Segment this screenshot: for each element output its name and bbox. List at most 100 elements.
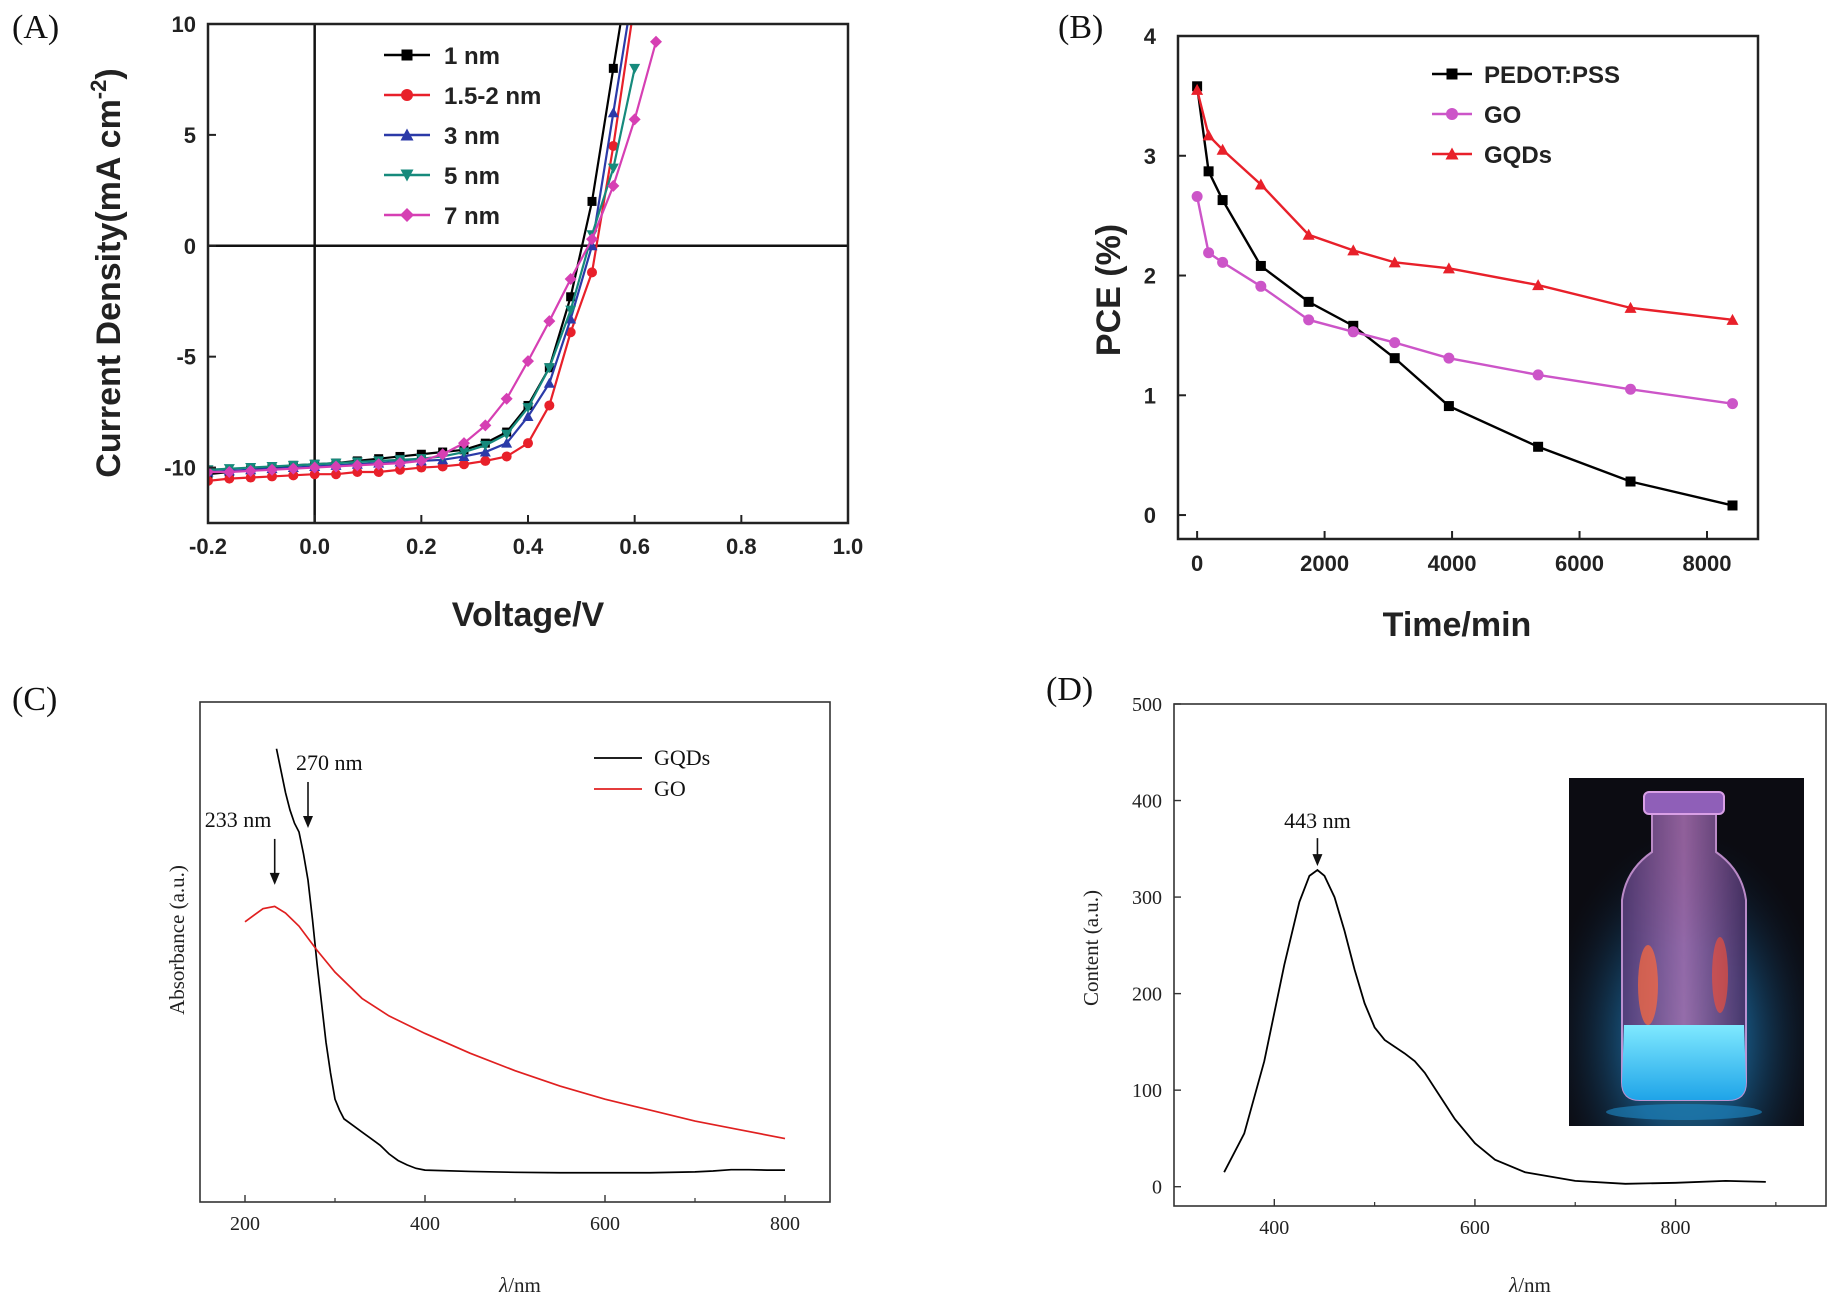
panel-b-xtick-label: 6000 (1555, 551, 1604, 576)
panel-b-frame (1176, 34, 1760, 541)
panel-a-series-line (208, 24, 633, 482)
panel-b-data-point (1303, 296, 1314, 307)
panel-b-legend-label: PEDOT:PSS (1484, 62, 1620, 89)
panel-b-data-point (1727, 500, 1738, 511)
panel-a-data-point (352, 466, 363, 477)
panel-b-data-point (1727, 398, 1739, 410)
vial-base-glow (1606, 1104, 1762, 1120)
panel-a-series (208, 35, 662, 478)
panel-a-data-point (331, 469, 341, 480)
panel-a-series (208, 24, 622, 479)
panel-a-data-point (351, 459, 364, 472)
panel-d-xtick-label: 400 (1259, 1217, 1289, 1239)
panel-b-legend-marker (1446, 108, 1458, 120)
panel-b-data-point (1217, 256, 1229, 268)
panel-c-ylabel: Absorbance (a.u.) (165, 865, 189, 1015)
panel-d-series-line (1223, 868, 1766, 1185)
panel-a-data-point (309, 469, 320, 480)
panel-a-series (208, 24, 633, 486)
panel-b-data-point (1303, 314, 1315, 326)
panel-b-ytick-label: 0 (1144, 503, 1156, 528)
panel-a-xtick-label: 0.8 (726, 534, 757, 559)
panel-a-data-point (415, 454, 428, 467)
panel-b-ytick-label: 4 (1144, 24, 1157, 49)
panel-c-letter: (C) (12, 681, 57, 718)
panel-a-legend-marker (401, 89, 413, 101)
panel-c-chart: (C) 200 400 600 800 GQDs GO 270 nm 233 nm λ/n… (12, 681, 831, 1294)
vial-cap (1643, 791, 1725, 815)
panel-a-data-point (501, 437, 513, 448)
panel-b-data-point (1348, 320, 1359, 331)
panel-a-xtick-label: 0.0 (299, 534, 330, 559)
panel-b-legend-marker (1445, 147, 1459, 160)
vial-liquid (1622, 1025, 1746, 1100)
panel-d-ytick-label: 400 (1132, 791, 1162, 813)
panel-c-xtick-label: 800 (770, 1213, 800, 1235)
panel-b-legend-marker (1446, 68, 1458, 80)
panel-b-data-point (1443, 401, 1454, 412)
panel-c-frame (199, 701, 831, 1203)
panel-b-ytick-label: 2 (1144, 264, 1156, 289)
panel-b-data-point (1255, 260, 1266, 271)
panel-b-series-line (1195, 89, 1733, 322)
panel-c-legend-label: GO (654, 776, 686, 801)
panel-a-data-point (330, 460, 342, 473)
panel-a-data-point (479, 446, 491, 457)
panel-b-data-point (1388, 256, 1401, 268)
panel-a-data-point (565, 305, 577, 316)
panel-d-xtick-label: 600 (1460, 1217, 1490, 1239)
panel-a-ylabel-close: ) (90, 68, 128, 79)
panel-a-data-point (244, 464, 257, 477)
panel-b-legend-label: GO (1484, 102, 1521, 129)
panel-a-data-point (372, 458, 385, 471)
panel-b-xtick-label: 0 (1191, 551, 1203, 576)
panel-b-data-point (1726, 313, 1739, 325)
panel-b-data-point (1443, 352, 1455, 364)
panel-a-ytick-label: 5 (184, 123, 196, 148)
panel-a-series-line (208, 24, 622, 476)
panel-a-data-point (650, 35, 662, 48)
panel-b-data-point (1533, 441, 1544, 452)
panel-a-data-point (587, 267, 597, 278)
panel-b-data-point (1203, 247, 1215, 259)
panel-a-legend-label: 3 nm (444, 123, 500, 150)
panel-b-data-point (1191, 190, 1203, 202)
panel-a-data-point (586, 233, 598, 246)
panel-a-legend: 1 nm 1.5-2 nm 3 nm 5 nm 7 nm (384, 43, 541, 230)
panel-b-series (1191, 83, 1739, 325)
panel-b-data-point (1625, 476, 1636, 487)
panel-b-chart: (B) 0 2000 4000 6000 8000 0 1 2 3 4 PEDOT:PSS GO GQ… (1058, 9, 1760, 644)
panel-a-data-point (224, 473, 235, 484)
panel-b-series-line (1195, 196, 1733, 405)
panel-d-ytick-label: 0 (1152, 1177, 1162, 1199)
panel-a-data-point (480, 455, 491, 466)
panel-d-ytick-label: 300 (1132, 887, 1162, 909)
panel-b-data-point (1191, 83, 1204, 95)
panel-a-data-point (522, 411, 534, 422)
panel-a-data-point (288, 470, 299, 481)
panel-c-xtick-label: 200 (230, 1213, 260, 1235)
panel-d-chart: (D) 400 600 800 0 100 200 300 400 500 443 nm λ/n… (1046, 671, 1827, 1294)
panel-a-data-point (458, 447, 470, 458)
panel-b-ytick-label: 3 (1144, 144, 1156, 169)
panel-a-ytick-label: 10 (172, 12, 196, 37)
panel-a-data-point (266, 463, 278, 476)
panel-c-annotation-label: 270 nm (296, 750, 363, 775)
panel-b-xlabel: Time/min (1383, 606, 1532, 644)
panel-b-data-point (1347, 244, 1360, 256)
panel-b-data-point (1217, 195, 1228, 206)
panel-a-legend-label: 1 nm (444, 43, 500, 70)
vial-photo-inset (1569, 778, 1804, 1126)
panel-b-series (1191, 190, 1739, 410)
panel-b-data-point (1255, 280, 1267, 292)
panel-a-data-point (501, 451, 512, 462)
panel-c-annotation-label: 233 nm (205, 807, 272, 832)
panel-c-annotation-arrowhead (303, 815, 313, 828)
panel-a-data-point (607, 107, 619, 118)
panel-b-legend-label: GQDs (1484, 142, 1552, 169)
panel-d-xlabel: λ/nm (1508, 1273, 1551, 1294)
panel-c-xtick-label: 600 (590, 1213, 620, 1235)
panel-a-ylabel-main: Current Density(mA cm (90, 99, 128, 477)
panel-a-data-point (587, 196, 597, 206)
